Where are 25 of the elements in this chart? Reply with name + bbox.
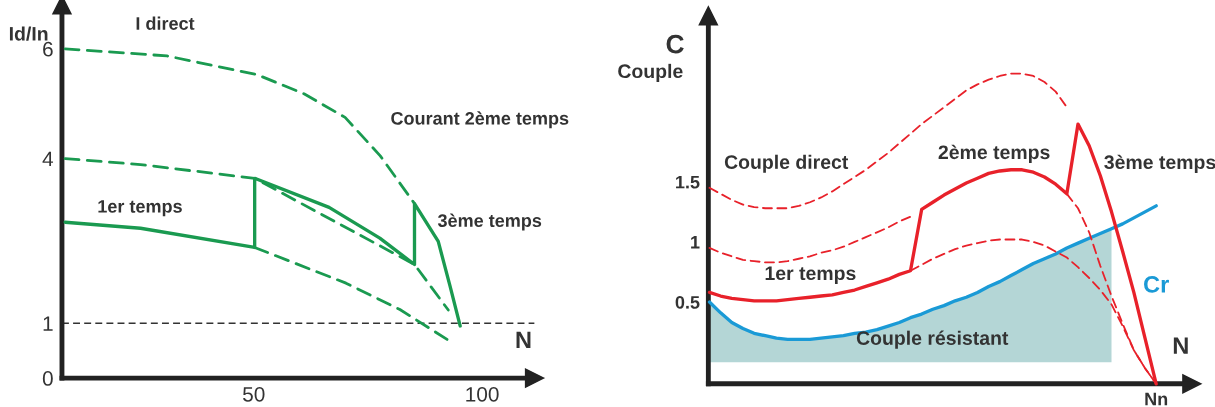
y-tick-label: 6 — [43, 41, 53, 57]
annotation: I direct — [136, 16, 195, 30]
y-tick-label: 1.5 — [676, 175, 700, 189]
annotation: Courant 2ème temps — [391, 111, 569, 129]
y-tick-label: 1 — [43, 316, 53, 331]
y-tick-label: 1 — [691, 236, 700, 249]
annotation: 3ème temps — [437, 213, 542, 231]
annotation: 1er temps — [765, 266, 856, 284]
y-axis-title: Id/In — [9, 26, 48, 41]
annotation: 2ème temps — [938, 144, 1050, 163]
x-tick-label: 50 — [243, 386, 265, 402]
annotation: 3ème temps — [1104, 154, 1215, 173]
annotation: Couple résistant — [856, 330, 1009, 349]
annotation: Couple direct — [724, 154, 849, 173]
text: Cr — [1144, 276, 1169, 293]
y-axis-title: C — [666, 34, 684, 54]
annotation: 1er temps — [98, 200, 182, 217]
x-axis-title: N — [1173, 337, 1188, 354]
x-axis-title: N — [516, 331, 531, 349]
y-tick-label: 0 — [42, 371, 53, 386]
y-tick-label: 0.5 — [675, 295, 700, 309]
x-tick-label: 100 — [466, 386, 499, 402]
y-tick-label: 4 — [42, 151, 54, 167]
x-tick-label: Nn — [1145, 392, 1168, 406]
text: Couple — [618, 63, 683, 82]
